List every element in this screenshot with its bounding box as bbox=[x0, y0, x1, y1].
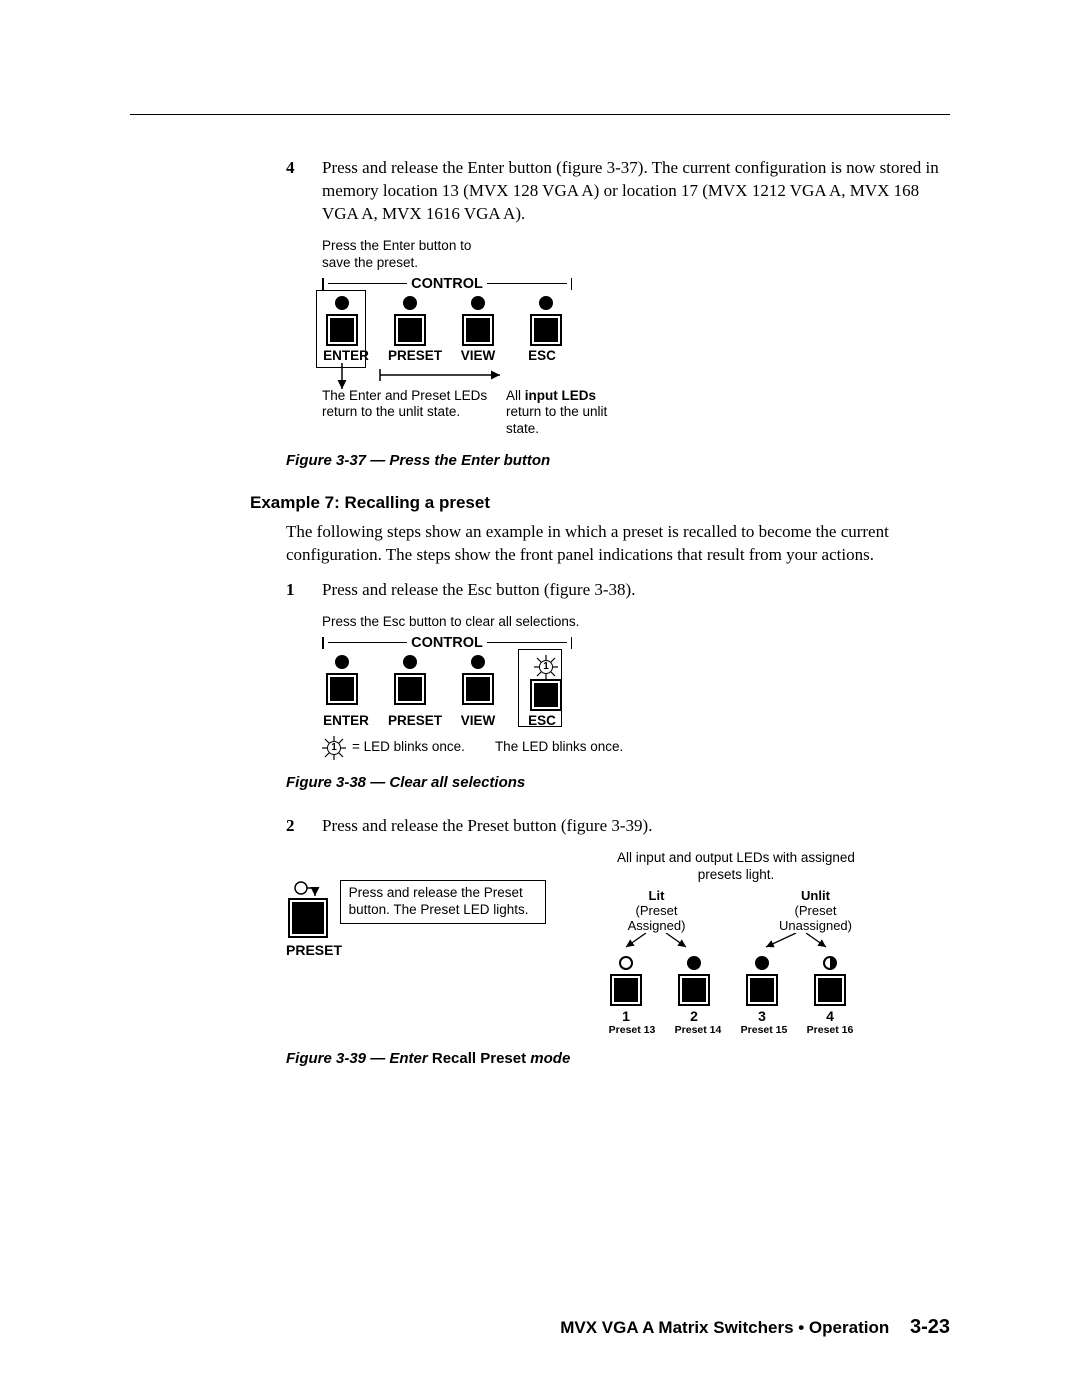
fig37-control-label: CONTROL bbox=[411, 276, 483, 292]
fig37-buttons bbox=[322, 296, 582, 346]
step-2-num: 2 bbox=[286, 815, 322, 838]
led-icon bbox=[471, 655, 485, 669]
fig38-caption: Figure 3-38 — Clear all selections bbox=[286, 774, 946, 791]
fig39-preset-label: PRESET bbox=[286, 942, 546, 958]
step-4: 4 Press and release the Enter button (fi… bbox=[286, 157, 946, 226]
fig38-right-note: The LED blinks once. bbox=[495, 739, 623, 756]
view-button-icon bbox=[462, 673, 494, 705]
step-4-text: Press and release the Enter button (figu… bbox=[322, 157, 946, 226]
page-footer: MVX VGA A Matrix Switchers • Operation 3… bbox=[560, 1316, 950, 1339]
step-1-num: 1 bbox=[286, 579, 322, 602]
rule-top bbox=[130, 114, 950, 115]
esc-highlight-box bbox=[518, 649, 562, 727]
fig39-caption: Figure 3-39 — Enter Recall Preset mode bbox=[286, 1050, 946, 1067]
step-1: 1 Press and release the Esc button (figu… bbox=[286, 579, 946, 602]
fig39-press-note: Press and release the Preset button. The… bbox=[340, 880, 546, 924]
led-burst-legend-icon: 1 bbox=[322, 736, 346, 760]
figure-39-diagram: Press and release the Preset button. The… bbox=[286, 850, 946, 1036]
enter-highlight-box bbox=[316, 290, 366, 368]
arrow-down-icon bbox=[293, 880, 323, 900]
fig37-caption: Figure 3-37 — Press the Enter button bbox=[286, 452, 946, 469]
step-2: 2 Press and release the Preset button (f… bbox=[286, 815, 946, 838]
footer-text: MVX VGA A Matrix Switchers • Operation bbox=[560, 1318, 889, 1337]
fig37-left-note: The Enter and Preset LEDs return to the … bbox=[322, 388, 492, 439]
led-icon bbox=[539, 296, 553, 310]
preset-btn-3-icon bbox=[746, 974, 778, 1006]
fig39-label-arrows bbox=[606, 933, 866, 951]
step-4-num: 4 bbox=[286, 157, 322, 226]
preset-btn-1-icon bbox=[610, 974, 642, 1006]
enter-button-icon bbox=[326, 673, 358, 705]
led-icon bbox=[335, 655, 349, 669]
step-1-text: Press and release the Esc button (figure… bbox=[322, 579, 946, 602]
fig38-top-note: Press the Esc button to clear all select… bbox=[322, 614, 946, 631]
preset-btn-4-icon bbox=[814, 974, 846, 1006]
led-icon bbox=[687, 956, 701, 970]
fig37-right-note: All input LEDs return to the unlit state… bbox=[506, 388, 616, 439]
example-7-para: The following steps show an example in w… bbox=[286, 521, 946, 567]
led-open-icon bbox=[619, 956, 633, 970]
preset-btn-2-icon bbox=[678, 974, 710, 1006]
led-icon bbox=[403, 296, 417, 310]
example-7-heading: Example 7: Recalling a preset bbox=[250, 493, 946, 513]
fig37-top-note: Press the Enter button to save the prese… bbox=[322, 238, 946, 272]
preset-button-icon bbox=[288, 898, 328, 938]
led-half-icon bbox=[823, 956, 837, 970]
esc-button-icon bbox=[530, 314, 562, 346]
led-icon bbox=[755, 956, 769, 970]
footer-page-number: 3-23 bbox=[910, 1316, 950, 1338]
preset-button-icon bbox=[394, 314, 426, 346]
fig39-lit-labels: Lit (Preset Assigned) Unlit (Preset Unas… bbox=[606, 888, 866, 933]
led-icon bbox=[403, 655, 417, 669]
led-icon bbox=[471, 296, 485, 310]
preset-button-icon bbox=[394, 673, 426, 705]
fig38-legend: = LED blinks once. bbox=[352, 739, 465, 756]
figure-37-diagram: Press the Enter button to save the prese… bbox=[322, 238, 946, 438]
figure-38-diagram: Press the Esc button to clear all select… bbox=[322, 614, 946, 760]
fig38-buttons: 1 bbox=[322, 655, 582, 711]
view-button-icon bbox=[462, 314, 494, 346]
fig39-top-note: All input and output LEDs with assigned … bbox=[606, 850, 866, 884]
step-2-text: Press and release the Preset button (fig… bbox=[322, 815, 946, 838]
fig38-control-label: CONTROL bbox=[411, 635, 483, 651]
